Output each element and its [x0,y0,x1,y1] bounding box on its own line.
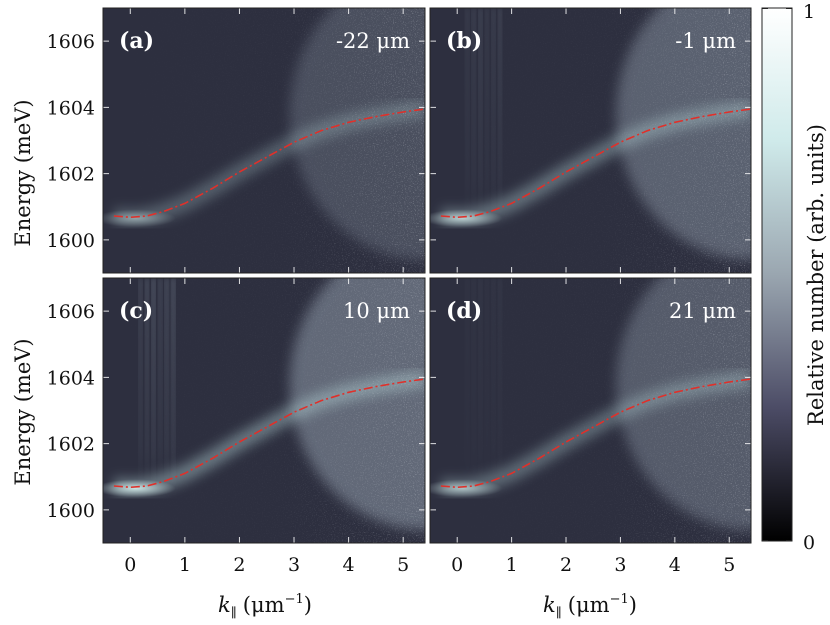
panel-b: (b) -1 μm [429,7,752,274]
x-tick-label: 5 [397,554,409,576]
panel-position-label: 10 μm [343,299,410,323]
panel-position-label: -1 μm [675,29,736,53]
y-tick-label: 1604 [47,367,95,389]
panel-position-label: -22 μm [336,29,410,53]
x-axis-label-left: k∥ (μm−1) [218,592,312,621]
panel-frame [429,277,752,544]
y-tick-label: 1600 [47,500,95,522]
y-tick-label: 1600 [47,230,95,252]
panel-c: 1600 1602 1604 1606 0 1 2 3 4 5 (c) 10 μm [47,277,426,576]
colorbar: 1 0 Relative number (arb. units) [761,1,828,554]
panel-frame [429,7,752,274]
y-axis-label-bottom: Energy (meV) [11,338,35,485]
dispersion-curve [440,378,751,489]
panel-tag: (a) [119,28,154,54]
y-axis-label-top: Energy (meV) [11,99,35,246]
x-tick-label: 2 [560,554,572,576]
noise-texture [430,278,751,543]
x-axis-label-right: k∥ (μm−1) [543,592,637,621]
colorbar-tick-max: 1 [803,1,815,23]
noise-texture [430,8,751,273]
panel-a: 1600 1602 1604 1606 (a) -22 μm [47,7,426,274]
panel-tag: (d) [446,298,482,324]
panel-d: 0 1 2 3 4 5 (d) 21 μm [429,277,752,576]
x-tick-label: 0 [124,554,136,576]
panel-tag: (b) [446,28,482,54]
y-tick-label: 1602 [47,164,95,186]
x-tick-label: 3 [288,554,300,576]
dispersion-curve [113,378,425,489]
panel-frame [102,277,426,544]
x-tick-label: 0 [451,554,463,576]
dispersion-curve [440,108,751,219]
y-tick-label: 1602 [47,434,95,456]
x-tick-label: 5 [723,554,735,576]
x-tick-label: 4 [669,554,681,576]
x-tick-label: 2 [233,554,245,576]
panel-position-label: 21 μm [669,299,736,323]
noise-texture [103,8,425,273]
x-tick-label: 4 [343,554,355,576]
x-tick-label: 1 [506,554,518,576]
x-tick-label: 1 [179,554,191,576]
panel-frame [102,7,426,274]
dispersion-curve [113,108,425,219]
colorbar-gradient [761,7,793,542]
x-tick-label: 3 [614,554,626,576]
colorbar-label: Relative number (arb. units) [804,124,828,426]
colorbar-tick-min: 0 [803,532,815,554]
noise-texture [103,278,425,543]
panel-tag: (c) [119,298,153,324]
y-tick-label: 1604 [47,97,95,119]
y-tick-label: 1606 [47,301,95,323]
axis-labels: Energy (meV) Energy (meV) k∥ (μm−1) k∥ (μm… [11,99,637,621]
y-tick-label: 1606 [47,31,95,53]
